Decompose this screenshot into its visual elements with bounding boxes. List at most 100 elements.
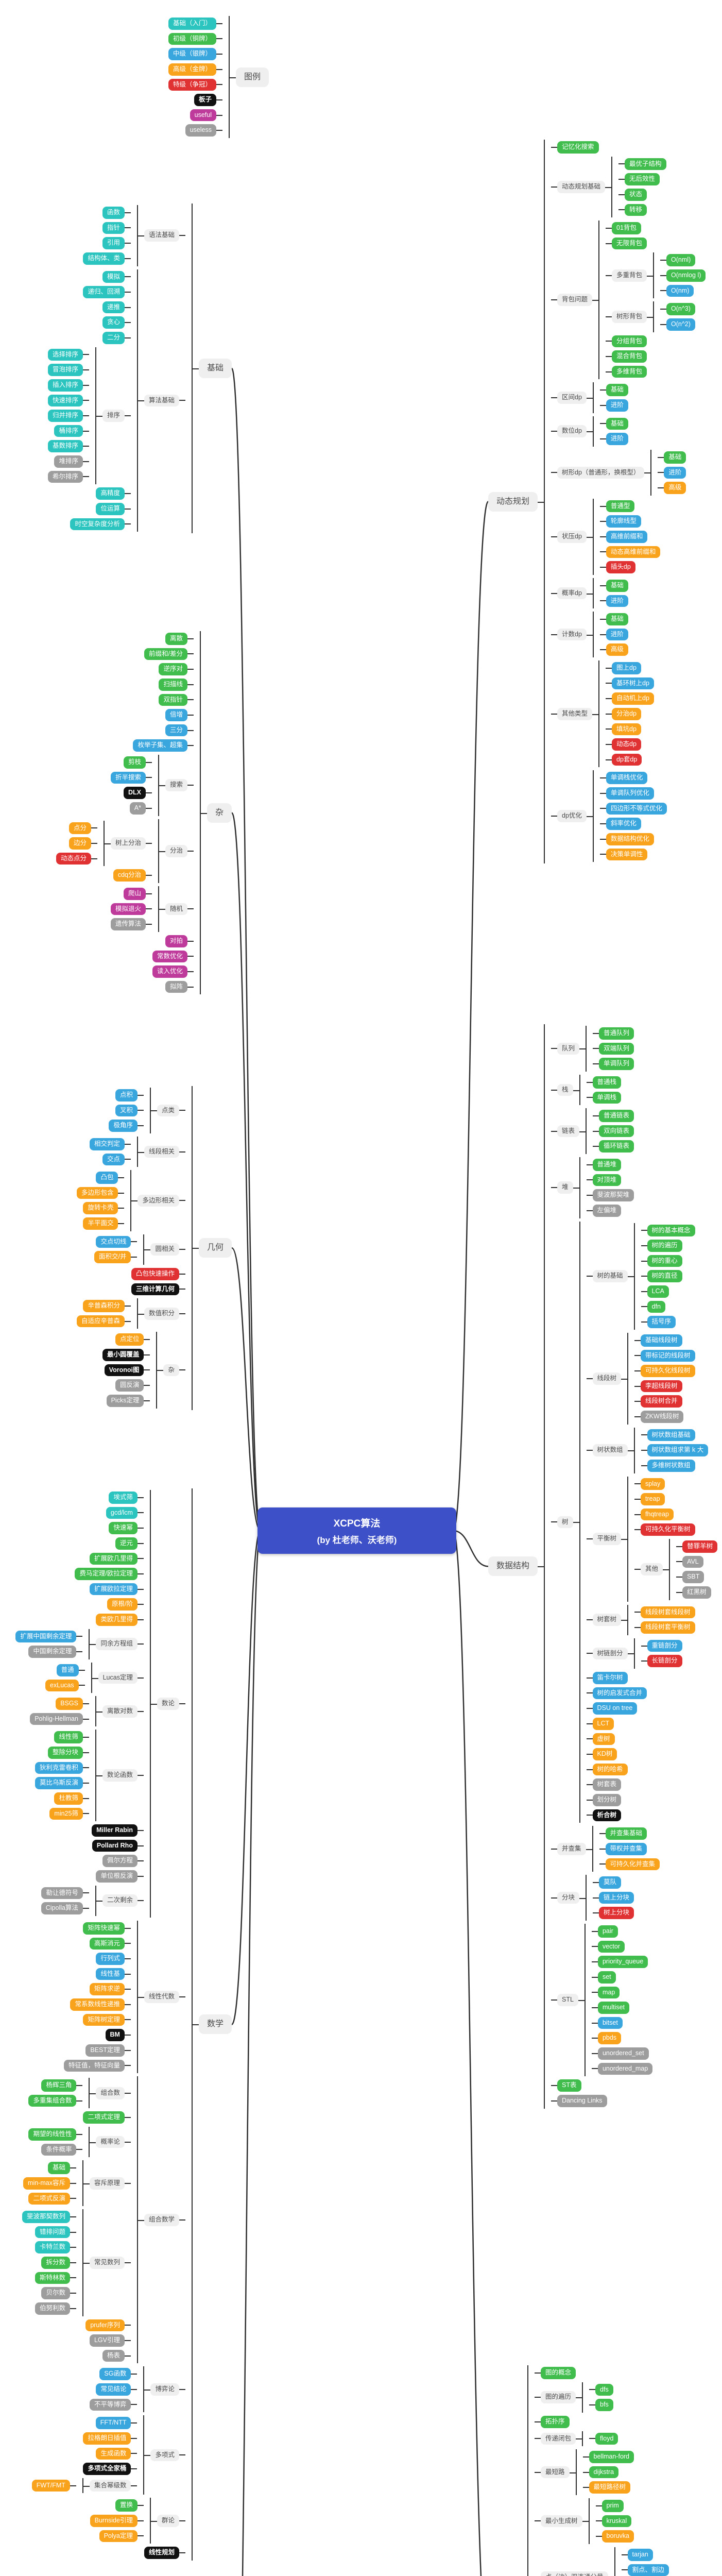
mindmap-node[interactable]: 相交判定 bbox=[89, 1138, 125, 1150]
mindmap-node[interactable]: 自动机上dp bbox=[612, 692, 654, 705]
mindmap-node[interactable]: 错排问题 bbox=[35, 2226, 70, 2239]
mindmap-node[interactable]: 分组背包 bbox=[612, 335, 647, 348]
mindmap-node[interactable]: 拆分数 bbox=[41, 2257, 70, 2269]
group-label[interactable]: 排序 bbox=[102, 410, 125, 422]
mindmap-node[interactable]: 卡特兰数 bbox=[35, 2241, 70, 2253]
group-label[interactable]: 同余方程组 bbox=[96, 1638, 137, 1651]
mindmap-node[interactable]: 板子 bbox=[194, 94, 216, 106]
mindmap-node[interactable]: O(n^3) bbox=[666, 303, 695, 315]
group-label[interactable]: 线段相关 bbox=[144, 1145, 179, 1158]
group-label[interactable]: 多重背包 bbox=[612, 269, 647, 282]
mindmap-node[interactable]: 状态 bbox=[625, 188, 647, 201]
mindmap-node[interactable]: 01背包 bbox=[612, 222, 641, 234]
mindmap-node[interactable]: 基础 bbox=[606, 613, 628, 625]
mindmap-node[interactable]: 杨辉三角 bbox=[41, 2079, 77, 2092]
mindmap-node[interactable]: 树上分块 bbox=[599, 1907, 634, 1919]
group-label[interactable]: 传递闭包 bbox=[541, 2432, 576, 2445]
mindmap-node[interactable]: 析合树 bbox=[592, 1809, 622, 1822]
mindmap-node[interactable]: LCT bbox=[592, 1717, 614, 1730]
branch-label[interactable]: 数学 bbox=[198, 2014, 232, 2035]
mindmap-node[interactable]: 插入排序 bbox=[47, 379, 83, 392]
mindmap-node[interactable]: 勒让德符号 bbox=[41, 1887, 83, 1900]
mindmap-node[interactable]: 狄利克雷卷积 bbox=[35, 1761, 83, 1774]
group-label[interactable]: 树形背包 bbox=[612, 311, 647, 323]
mindmap-node[interactable]: 拉格朗日插值 bbox=[83, 2432, 131, 2445]
mindmap-node[interactable]: pair bbox=[597, 1925, 618, 1938]
mindmap-node[interactable]: 替罪羊树 bbox=[682, 1540, 718, 1553]
group-label[interactable]: 杂 bbox=[163, 1364, 179, 1377]
group-label[interactable]: 树上分治 bbox=[110, 837, 146, 850]
group-label[interactable]: 概率dp bbox=[557, 587, 587, 600]
mindmap-node[interactable]: 双指针 bbox=[159, 693, 187, 706]
group-label[interactable]: 二次剩余 bbox=[102, 1894, 137, 1907]
mindmap-node[interactable]: prim bbox=[601, 2500, 624, 2512]
mindmap-node[interactable]: 进阶 bbox=[606, 595, 628, 607]
mindmap-node[interactable]: 插头dp bbox=[606, 561, 635, 573]
mindmap-node[interactable]: kruskal bbox=[601, 2515, 632, 2528]
mindmap-node[interactable]: 矩阵求逆 bbox=[89, 1983, 125, 1995]
mindmap-node[interactable]: 无限背包 bbox=[612, 237, 647, 250]
mindmap-node[interactable]: 快速幂 bbox=[109, 1522, 137, 1534]
mindmap-node[interactable]: 单调队列 bbox=[599, 1058, 634, 1070]
mindmap-node[interactable]: 前缀和/差分 bbox=[144, 648, 187, 660]
mindmap-node[interactable]: 归并排序 bbox=[47, 410, 83, 422]
mindmap-node[interactable]: 双向链表 bbox=[599, 1125, 634, 1138]
mindmap-node[interactable]: O(nml) bbox=[666, 254, 696, 266]
mindmap-node[interactable]: 树的哈希 bbox=[592, 1763, 628, 1776]
group-label[interactable]: dp优化 bbox=[557, 810, 587, 823]
mindmap-node[interactable]: 高精度 bbox=[96, 487, 125, 500]
mindmap-node[interactable]: 极角序 bbox=[109, 1120, 137, 1132]
group-label[interactable]: 队列 bbox=[557, 1042, 580, 1055]
group-label[interactable]: 数值积分 bbox=[144, 1307, 179, 1320]
mindmap-node[interactable]: 常见结论 bbox=[96, 2383, 131, 2396]
mindmap-node[interactable]: 单位根反演 bbox=[96, 1870, 137, 1883]
mindmap-node[interactable]: exLucas bbox=[45, 1679, 79, 1692]
mindmap-node[interactable]: 读入优化 bbox=[152, 965, 187, 978]
group-label[interactable]: 线段树 bbox=[592, 1372, 622, 1385]
mindmap-node[interactable]: 数据结构优化 bbox=[606, 833, 654, 845]
mindmap-node[interactable]: ST表 bbox=[557, 2079, 581, 2092]
mindmap-node[interactable]: 链上分块 bbox=[599, 1891, 634, 1904]
mindmap-node[interactable]: 莫比乌斯反演 bbox=[35, 1777, 83, 1789]
mindmap-node[interactable]: 费马定理/欧拉定理 bbox=[75, 1568, 137, 1580]
mindmap-node[interactable]: 位运算 bbox=[96, 502, 125, 515]
group-label[interactable]: 线性代数 bbox=[144, 1991, 179, 2003]
mindmap-node[interactable]: DLX bbox=[123, 787, 146, 799]
mindmap-node[interactable]: FFT/NTT bbox=[95, 2417, 131, 2429]
mindmap-node[interactable]: 进阶 bbox=[606, 433, 628, 445]
mindmap-node[interactable]: 斐波那契数列 bbox=[22, 2211, 70, 2223]
mindmap-node[interactable]: 基础线段树 bbox=[641, 1334, 682, 1347]
group-label[interactable]: 群论 bbox=[157, 2515, 179, 2527]
mindmap-node[interactable]: 高级（金牌） bbox=[168, 63, 216, 76]
mindmap-node[interactable]: 划分树 bbox=[592, 1794, 622, 1806]
mindmap-node[interactable]: 原根/阶 bbox=[107, 1598, 137, 1611]
mindmap-node[interactable]: 斐波那契堆 bbox=[592, 1189, 634, 1201]
mindmap-node[interactable]: Picks定理 bbox=[106, 1394, 144, 1407]
group-label[interactable]: 背包问题 bbox=[557, 294, 593, 307]
mindmap-node[interactable]: 树状数组求第 k 大 bbox=[647, 1444, 709, 1456]
mindmap-node[interactable]: 图上dp bbox=[612, 662, 641, 674]
mindmap-node[interactable]: 基础 bbox=[664, 451, 686, 464]
mindmap-node[interactable]: 普通队列 bbox=[599, 1027, 634, 1040]
mindmap-node[interactable]: 边分 bbox=[68, 837, 91, 850]
mindmap-node[interactable]: 希尔排序 bbox=[47, 470, 83, 483]
mindmap-node[interactable]: set bbox=[597, 1971, 616, 1984]
mindmap-node[interactable]: 对顶堆 bbox=[592, 1174, 622, 1187]
mindmap-node[interactable]: 普通型 bbox=[606, 500, 635, 513]
mindmap-node[interactable]: 三维计算几何 bbox=[131, 1283, 179, 1296]
mindmap-node[interactable]: 并查集基础 bbox=[605, 1827, 647, 1840]
mindmap-node[interactable]: 二分 bbox=[102, 332, 125, 344]
group-label[interactable]: 多边形相关 bbox=[137, 1194, 179, 1207]
group-label[interactable]: 离散对数 bbox=[102, 1705, 137, 1718]
mindmap-node[interactable]: tarjan bbox=[627, 2548, 653, 2561]
mindmap-node[interactable]: 分治dp bbox=[612, 707, 641, 720]
mindmap-node[interactable]: 多维树状数组 bbox=[647, 1459, 695, 1472]
group-label[interactable]: 圆相关 bbox=[150, 1243, 179, 1256]
branch-label[interactable]: 基础 bbox=[198, 359, 232, 379]
mindmap-node[interactable]: 置换 bbox=[115, 2499, 137, 2512]
mindmap-node[interactable]: 填坑dp bbox=[612, 723, 641, 736]
group-label[interactable]: 树链剖分 bbox=[592, 1647, 628, 1660]
group-label[interactable]: 并查集 bbox=[557, 1842, 586, 1855]
group-label[interactable]: 数论 bbox=[157, 1698, 179, 1710]
mindmap-node[interactable]: 基础（入门） bbox=[168, 18, 216, 30]
